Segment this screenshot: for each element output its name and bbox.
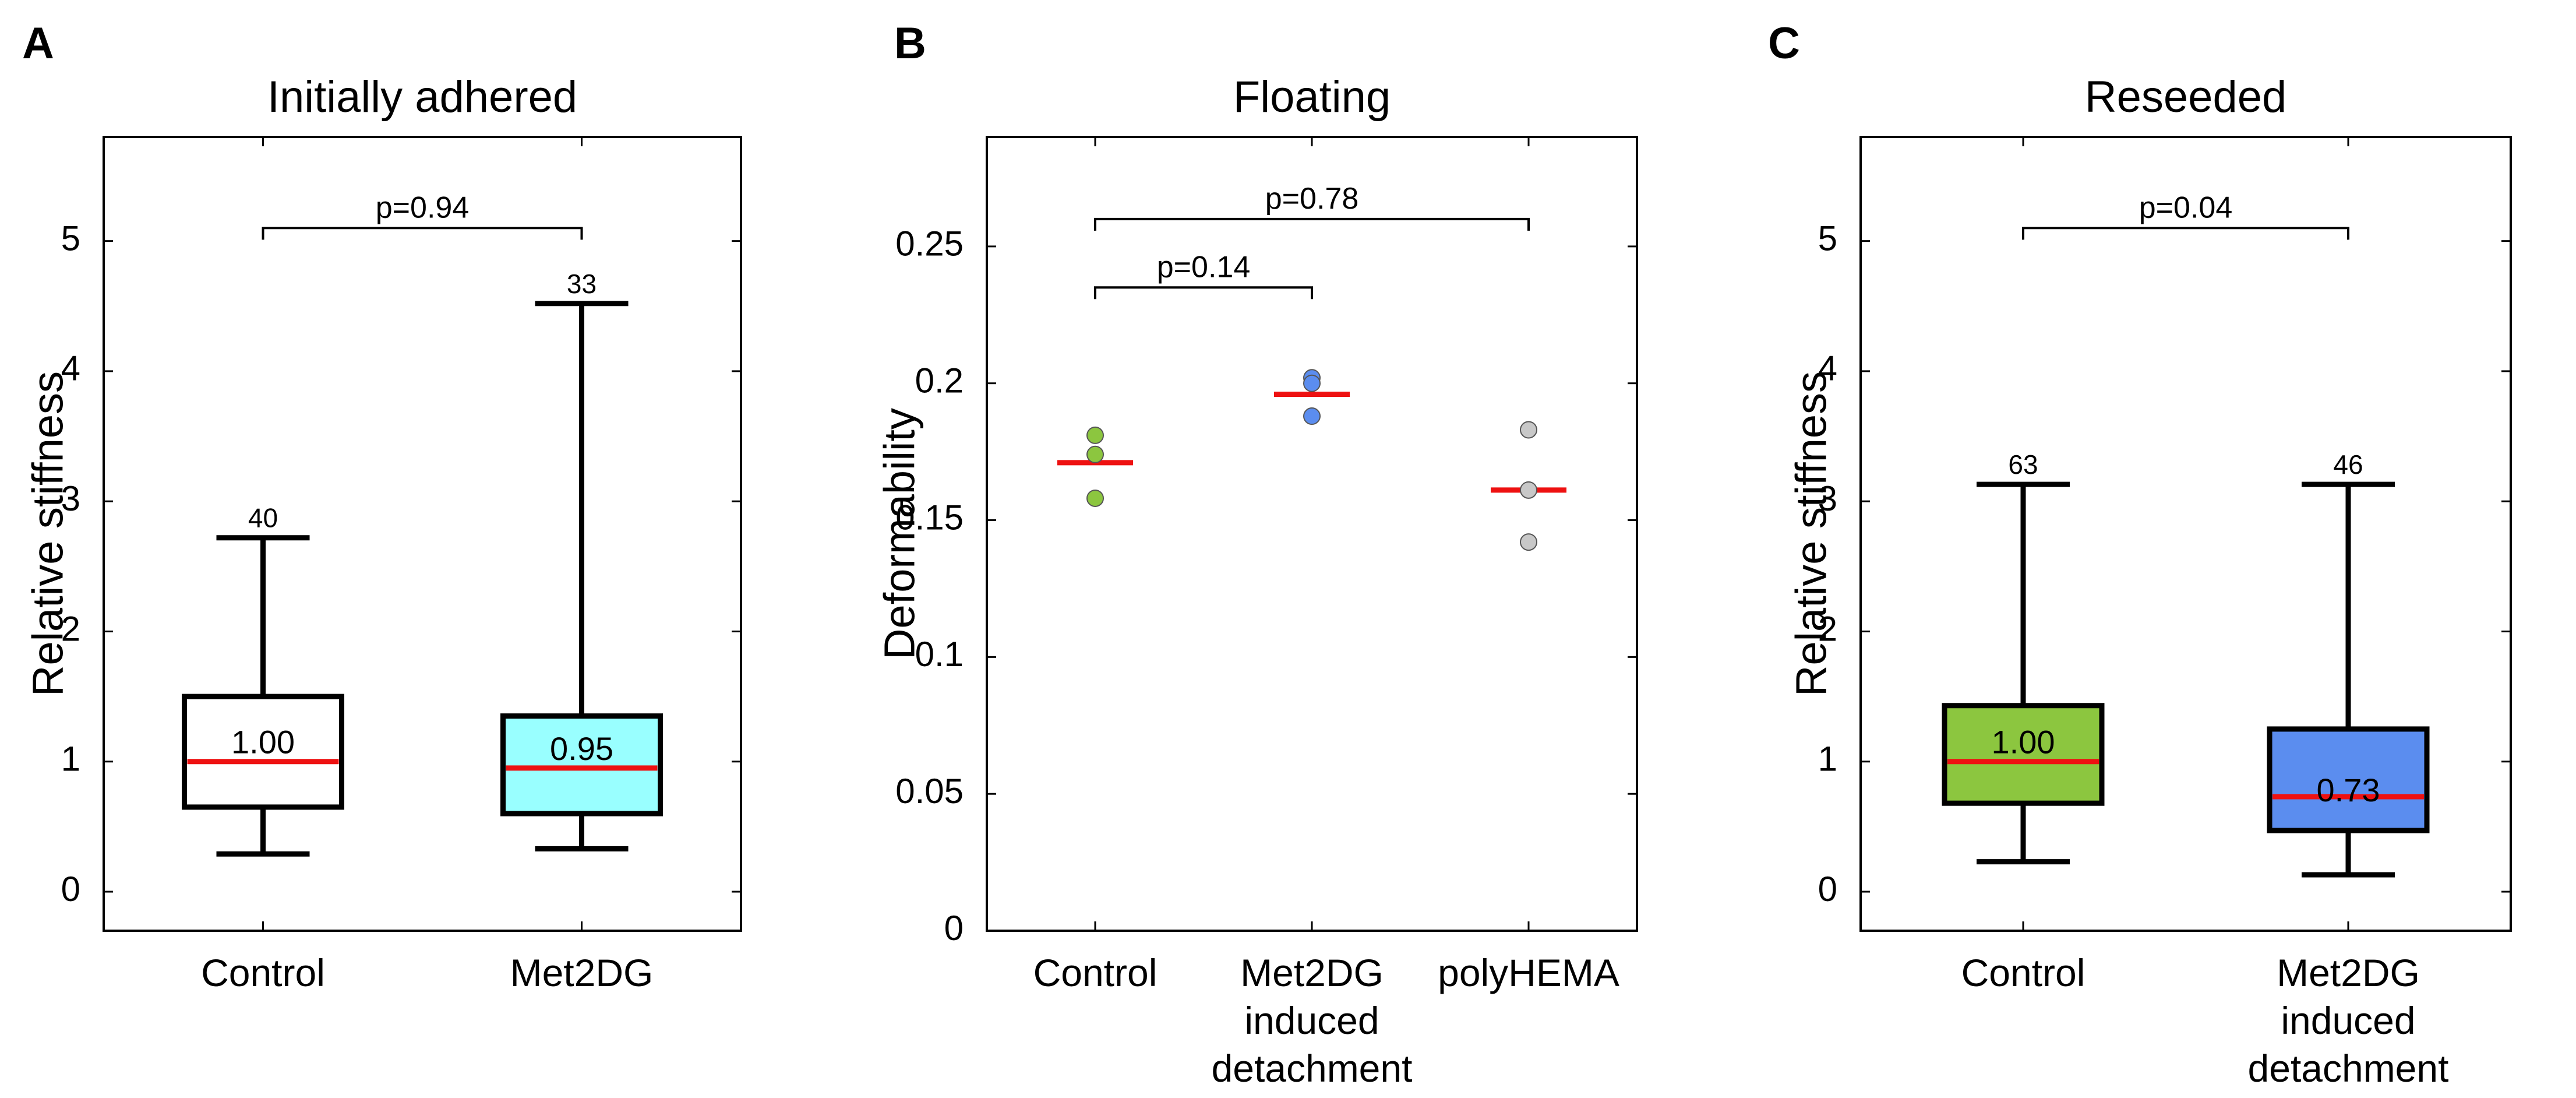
y-tick-label: 0.15 xyxy=(895,498,964,537)
data-point xyxy=(1086,426,1104,444)
data-point xyxy=(1520,533,1537,551)
y-tick-label: 1 xyxy=(61,740,80,779)
significance-bracket: p=0.14 xyxy=(1094,250,1313,300)
panel-b: B Floating Deformability 0 0.05 0.1 0.15 0.2 0.2… xyxy=(876,19,1638,1090)
x-tick-label: induced xyxy=(1244,999,1379,1042)
p-value-label: p=0.04 xyxy=(2139,191,2233,224)
plot-frame xyxy=(1859,136,2512,932)
y-tick-label: 0 xyxy=(1818,870,1837,909)
x-tick-label: induced xyxy=(2281,999,2415,1042)
x-tick-label: Control xyxy=(1961,951,2085,994)
group-1 xyxy=(1274,369,1350,425)
group-2 xyxy=(1491,421,1566,551)
data-point xyxy=(1520,481,1537,499)
count-label: 63 xyxy=(2008,449,2038,480)
y-tick-label: 0.05 xyxy=(895,772,964,811)
x-tick-label: Met2DG xyxy=(1240,951,1384,994)
data-point xyxy=(1303,407,1321,425)
x-tick-label: Control xyxy=(1033,951,1158,994)
median-label: 0.95 xyxy=(550,730,613,767)
box-1: 0.73 46 xyxy=(2267,449,2430,878)
count-label: 40 xyxy=(248,503,278,533)
data-point xyxy=(1086,489,1104,507)
significance-bracket: p=0.94 xyxy=(262,191,583,240)
p-value-label: p=0.94 xyxy=(376,191,470,224)
count-label: 33 xyxy=(567,269,597,299)
y-tick-label: 5 xyxy=(61,219,80,258)
count-label: 46 xyxy=(2333,449,2363,480)
median-label: 0.73 xyxy=(2317,772,2380,808)
panel-c: C Reseeded Relative stiffness 0 1 2 3 4 5 Control… xyxy=(1768,19,2512,1090)
significance-bracket: p=0.78 xyxy=(1094,182,1530,231)
box-0: 1.00 40 xyxy=(182,503,344,857)
chart-title: Initially adhered xyxy=(267,72,577,122)
box-1: 0.95 33 xyxy=(500,269,663,851)
y-tick-label: 0 xyxy=(61,870,80,909)
y-tick-label: 3 xyxy=(61,479,80,518)
data-point xyxy=(1520,421,1537,439)
bracket-line xyxy=(1094,217,1530,231)
x-tick-label: polyHEMA xyxy=(1438,951,1619,994)
panel-letter: B xyxy=(894,19,926,68)
y-axis-label: Relative stiffness xyxy=(1787,371,1836,696)
y-tick-label: 5 xyxy=(1818,219,1837,258)
bracket-line xyxy=(1094,286,1313,300)
panel-letter: C xyxy=(1768,19,1800,68)
data-point xyxy=(1303,374,1321,392)
y-tick-label: 2 xyxy=(61,609,80,648)
p-value-label: p=0.14 xyxy=(1157,250,1251,284)
x-tick-label: Met2DG xyxy=(510,951,654,994)
y-tick-label: 0.2 xyxy=(915,361,964,400)
x-tick-label: Met2DG xyxy=(2277,951,2420,994)
x-tick-label: detachment xyxy=(2248,1047,2449,1090)
y-tick-label: 3 xyxy=(1818,479,1837,518)
y-tick-label: 2 xyxy=(1818,609,1837,648)
y-tick-label: 0.25 xyxy=(895,224,964,263)
iqr-box xyxy=(2267,726,2430,833)
bracket-line xyxy=(262,227,583,240)
p-value-label: p=0.78 xyxy=(1265,182,1359,216)
y-tick-label: 4 xyxy=(61,349,80,388)
y-tick-label: 0 xyxy=(944,909,964,948)
data-point xyxy=(1086,445,1104,463)
y-tick-label: 4 xyxy=(1818,349,1837,388)
median-label: 1.00 xyxy=(1992,724,2055,761)
y-tick-label: 1 xyxy=(1818,740,1837,779)
chart-title: Reseeded xyxy=(2085,72,2287,122)
plot-frame xyxy=(103,136,742,932)
x-tick-label: Control xyxy=(201,951,325,994)
bracket-line xyxy=(2022,227,2349,240)
panel-a: A Initially adhered Relative stiffness 0 1 2 3… xyxy=(22,19,742,994)
y-axis-label: Deformability xyxy=(876,408,924,660)
iqr-box xyxy=(500,713,663,817)
panel-letter: A xyxy=(22,19,54,68)
iqr-box xyxy=(182,694,344,810)
y-tick-label: 0.1 xyxy=(915,635,964,674)
significance-bracket: p=0.04 xyxy=(2022,191,2349,240)
x-tick-label: detachment xyxy=(1212,1047,1413,1090)
chart-title: Floating xyxy=(1233,72,1391,122)
box-0: 1.00 63 xyxy=(1942,449,2105,865)
median-label: 1.00 xyxy=(231,724,295,761)
y-axis-label: Relative stiffness xyxy=(24,371,72,696)
iqr-box xyxy=(1942,703,2105,806)
group-0 xyxy=(1057,426,1133,507)
